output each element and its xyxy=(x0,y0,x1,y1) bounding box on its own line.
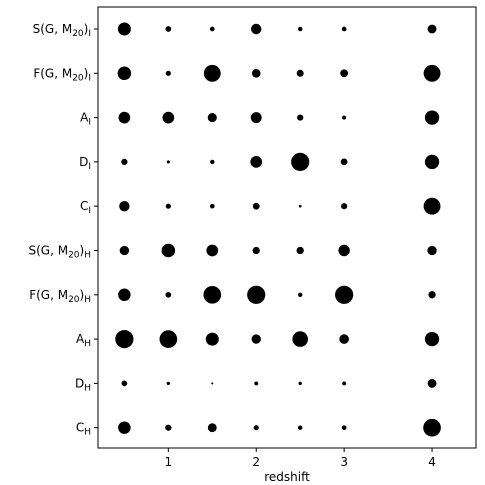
bubble-point xyxy=(209,203,215,209)
bubble-point xyxy=(251,69,261,78)
bubble-point xyxy=(297,114,304,121)
bubble-point xyxy=(428,291,436,299)
bubble-point xyxy=(166,160,170,164)
bubble-point xyxy=(251,23,262,35)
bubble-point xyxy=(297,292,303,298)
bubble-point xyxy=(341,203,348,210)
bubble-point xyxy=(205,332,219,346)
y-tick-label: F(G, M20)I xyxy=(33,66,91,83)
bubble-point xyxy=(251,334,261,344)
bubble-point xyxy=(423,197,441,215)
bubble-point xyxy=(119,245,130,256)
bubble-point xyxy=(297,425,303,430)
y-tick-label: CI xyxy=(80,199,91,216)
bubble-point xyxy=(162,111,175,124)
x-tick-label: 3 xyxy=(340,455,348,469)
y-tick-label: DH xyxy=(75,376,91,393)
bubble-point xyxy=(210,159,215,165)
bubble-point xyxy=(338,244,350,257)
bubble-point xyxy=(296,246,304,255)
bubble-point xyxy=(117,66,132,81)
bubble-point xyxy=(340,158,348,166)
bubble-point xyxy=(297,26,303,32)
bubble-point xyxy=(252,202,260,210)
bubble-point xyxy=(427,378,437,388)
bubble-point xyxy=(253,425,259,431)
bubble-marks xyxy=(115,22,441,437)
bubble-point xyxy=(165,291,172,298)
bubble-point xyxy=(118,288,131,302)
plot-frame xyxy=(97,6,477,449)
bubble-point xyxy=(118,111,131,124)
bubble-point xyxy=(165,70,171,76)
bubble-point xyxy=(342,115,347,120)
bubble-point xyxy=(298,204,302,208)
bubble-point xyxy=(203,64,221,82)
y-tick-label: DI xyxy=(79,155,91,172)
bubble-point xyxy=(119,201,130,212)
y-tick-label: CH xyxy=(76,421,91,438)
y-tick-label: F(G, M20)H xyxy=(29,288,91,305)
x-tick-label: 4 xyxy=(428,455,436,469)
bubble-point xyxy=(342,381,347,386)
bubble-point xyxy=(292,331,308,347)
bubble-point xyxy=(207,423,217,433)
bubble-point xyxy=(298,381,302,386)
bubble-point xyxy=(424,154,440,170)
bubble-point xyxy=(159,330,178,348)
bubble-point xyxy=(165,26,172,32)
bubble-point xyxy=(250,156,263,168)
y-tick-label: S(G, M20)I xyxy=(33,22,91,39)
bubble-point xyxy=(341,425,347,431)
bubble-point xyxy=(209,26,215,32)
y-tick-label: S(G, M20)H xyxy=(28,244,91,261)
x-tick-label: 2 xyxy=(252,455,260,469)
bubble-point xyxy=(165,203,171,209)
bubble-point xyxy=(203,285,222,304)
bubble-point xyxy=(211,382,214,385)
y-axis-ticks: S(G, M20)I F(G, M20)I AI DI CI S(G, M20)H F(G,… xyxy=(28,22,98,438)
bubble-point xyxy=(335,285,354,304)
bubble-point xyxy=(427,24,437,34)
bubble-point xyxy=(207,113,217,123)
x-tick-label: 1 xyxy=(165,455,173,469)
bubble-point xyxy=(121,380,128,387)
bubble-point xyxy=(254,381,259,386)
bubble-point xyxy=(427,245,437,256)
bubble-point xyxy=(166,381,171,386)
bubble-point xyxy=(161,243,176,258)
bubble-point xyxy=(424,110,440,125)
bubble-point xyxy=(339,334,349,344)
y-tick-label: AH xyxy=(76,332,91,349)
bubble-point xyxy=(291,152,310,171)
bubble-point xyxy=(206,244,219,257)
bubble-point xyxy=(423,418,441,437)
x-axis-label: redshift xyxy=(264,470,310,484)
bubble-point xyxy=(121,158,128,166)
bubble-point xyxy=(165,424,172,431)
bubble-point xyxy=(423,64,441,82)
bubble-point xyxy=(117,22,131,36)
bubble-point xyxy=(118,421,131,434)
bubble-point xyxy=(424,331,440,347)
bubble-point xyxy=(115,330,134,349)
bubble-point xyxy=(250,112,262,124)
bubble-point xyxy=(252,246,260,255)
x-axis-ticks: 1 2 3 4 xyxy=(165,448,436,469)
y-tick-label: AI xyxy=(80,111,91,128)
bubble-point xyxy=(296,69,304,77)
bubble-point xyxy=(340,69,349,78)
bubble-point xyxy=(341,26,347,32)
bubble-point xyxy=(247,285,266,304)
